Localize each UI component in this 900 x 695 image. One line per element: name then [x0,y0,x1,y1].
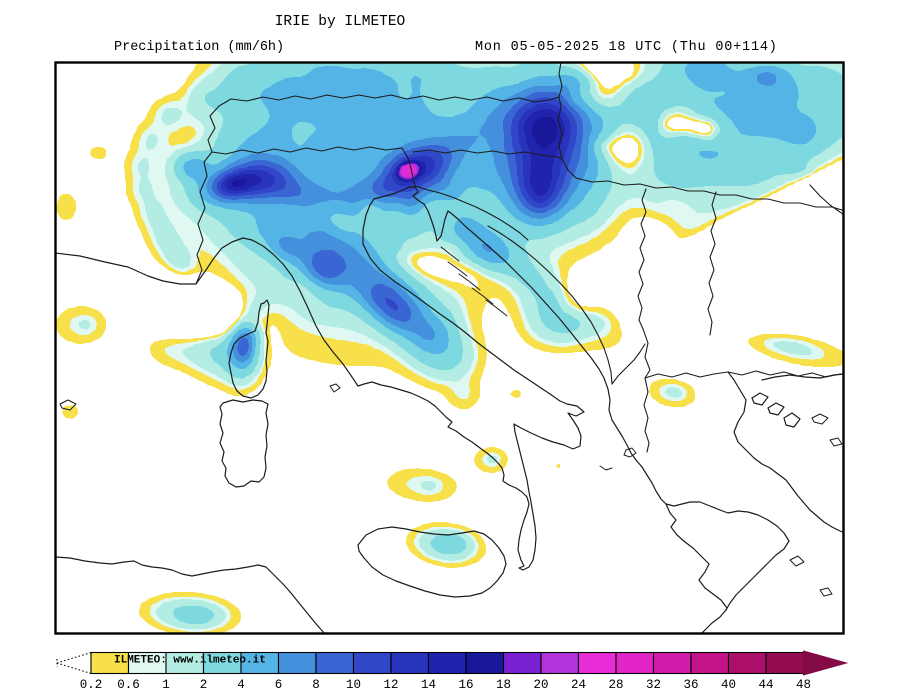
svg-text:4: 4 [237,678,245,692]
svg-text:28: 28 [608,678,623,692]
svg-text:32: 32 [646,678,661,692]
svg-text:0.6: 0.6 [117,678,140,692]
svg-text:Mon 05-05-2025 18 UTC (Thu 00+: Mon 05-05-2025 18 UTC (Thu 00+114) [475,40,778,55]
svg-text:1: 1 [162,678,170,692]
svg-text:ILMETEO: www.ilmeteo.it: ILMETEO: www.ilmeteo.it [114,655,266,667]
svg-text:16: 16 [458,678,473,692]
svg-text:14: 14 [421,678,436,692]
svg-text:0.2: 0.2 [80,678,103,692]
svg-text:8: 8 [312,678,320,692]
svg-text:Precipitation (mm/6h): Precipitation (mm/6h) [114,40,284,55]
svg-text:18: 18 [496,678,511,692]
svg-text:10: 10 [346,678,361,692]
svg-text:36: 36 [683,678,698,692]
svg-text:6: 6 [275,678,283,692]
svg-text:IRIE by ILMETEO: IRIE by ILMETEO [275,14,406,30]
svg-text:20: 20 [533,678,548,692]
svg-text:2: 2 [200,678,208,692]
svg-text:40: 40 [721,678,736,692]
svg-text:12: 12 [383,678,398,692]
svg-text:44: 44 [758,678,773,692]
svg-text:24: 24 [571,678,586,692]
svg-text:48: 48 [796,678,811,692]
